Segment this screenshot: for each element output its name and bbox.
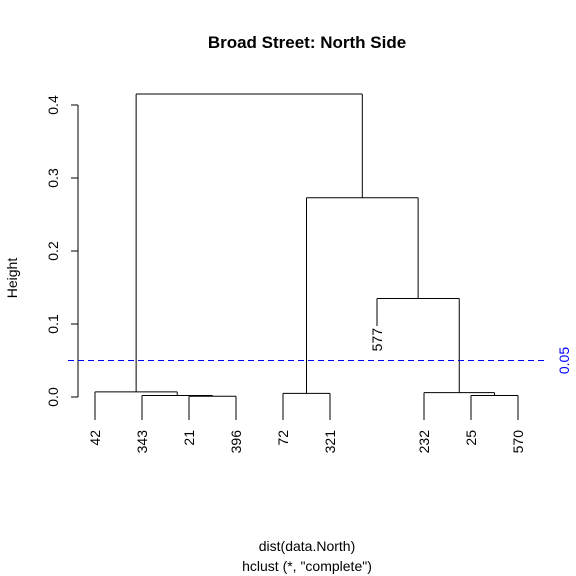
leaf-label: 396 — [228, 430, 244, 454]
leaf-label: 321 — [322, 430, 338, 454]
cut-line-label: 0.05 — [556, 347, 572, 374]
cut-line-group: 0.05 — [68, 347, 572, 374]
y-tick-label: 0.1 — [45, 314, 61, 334]
leaf-label: 232 — [416, 430, 432, 454]
y-tick-label: 0.3 — [45, 168, 61, 188]
y-tick-label: 0.2 — [45, 241, 61, 261]
y-tick-label: 0.4 — [45, 95, 61, 115]
leaf-label: 42 — [87, 430, 103, 446]
leaf-label: 72 — [275, 430, 291, 446]
x-axis-label: dist(data.North) — [259, 538, 355, 554]
y-axis: 0.0 0.1 0.2 0.3 0.4 — [45, 95, 79, 407]
x-axis-sublabel: hclust (*, "complete") — [242, 558, 372, 574]
leaf-label: 577 — [369, 328, 385, 352]
dendrogram-tree — [94, 93, 519, 421]
leaf-label: 570 — [510, 430, 526, 454]
leaf-label: 343 — [134, 430, 150, 454]
chart-title: Broad Street: North Side — [208, 33, 406, 52]
leaf-labels: 42 343 21 396 72 321 577 232 25 570 — [87, 328, 526, 454]
y-axis-label: Height — [4, 258, 20, 299]
y-tick-label: 0.0 — [45, 387, 61, 407]
leaf-label: 25 — [463, 430, 479, 446]
leaf-label: 21 — [181, 430, 197, 446]
